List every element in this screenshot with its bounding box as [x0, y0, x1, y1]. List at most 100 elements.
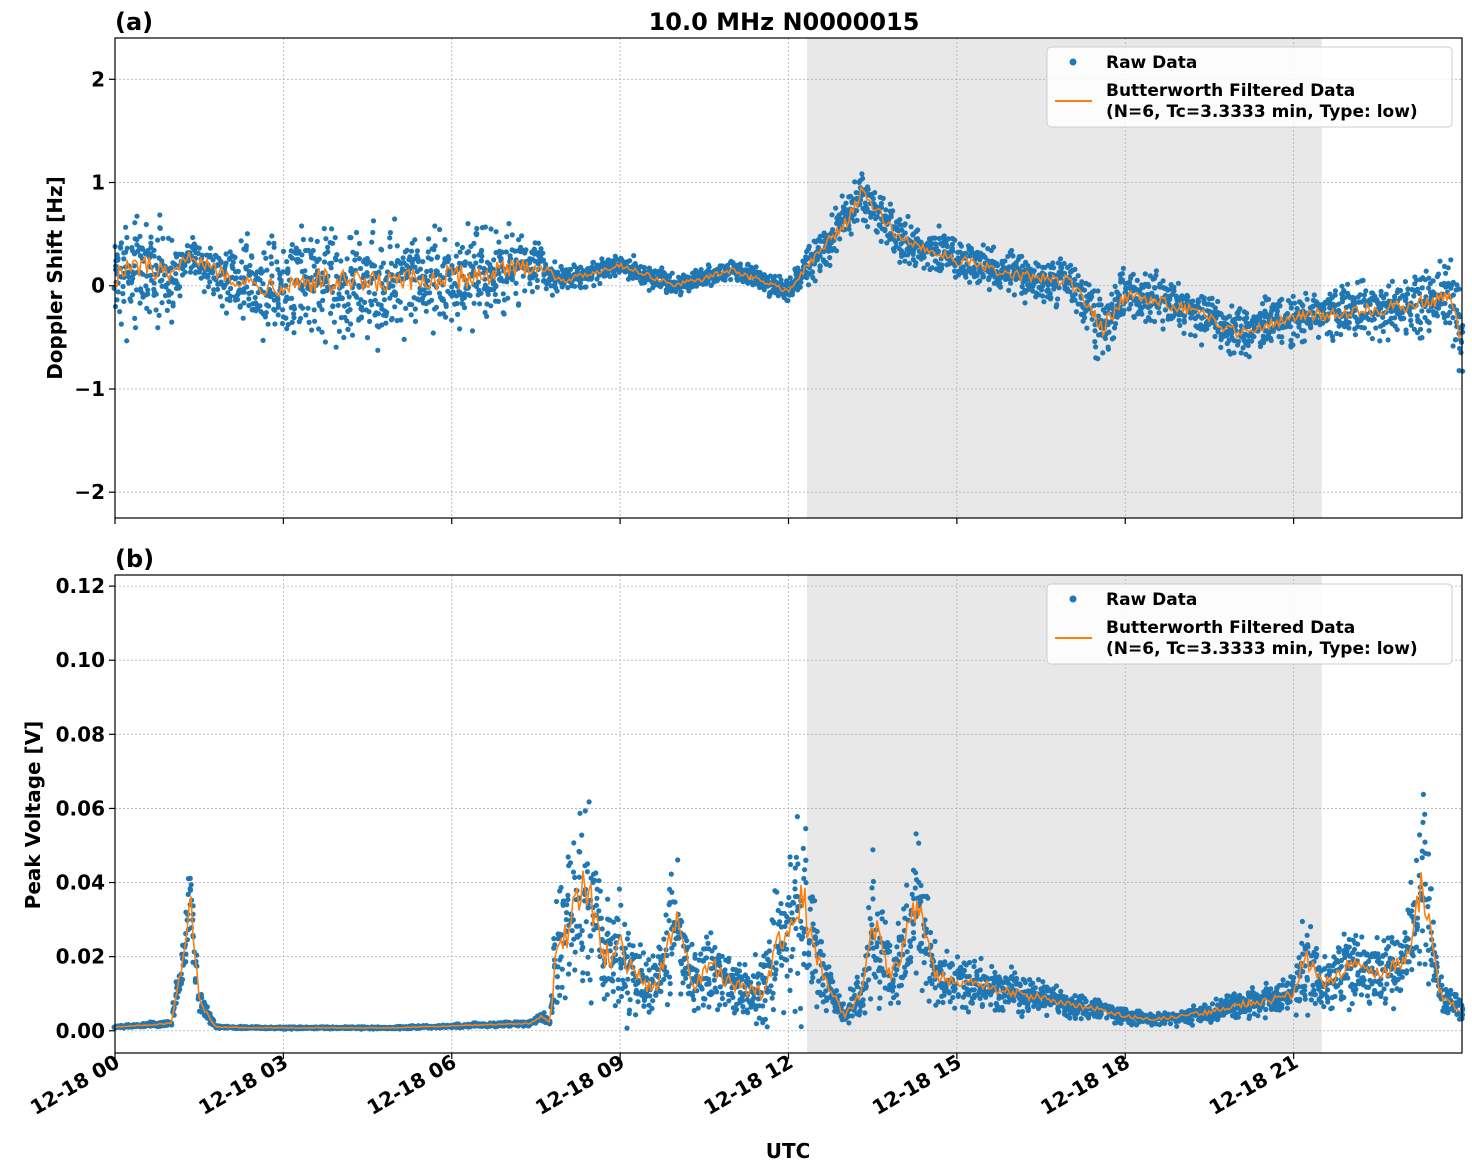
- raw-data-point: [1181, 313, 1188, 319]
- raw-data-point: [181, 262, 187, 268]
- raw-data-point: [1363, 288, 1369, 294]
- raw-data-point: [996, 276, 1002, 282]
- raw-data-point: [457, 249, 463, 255]
- raw-data-point: [114, 252, 120, 258]
- raw-data-point: [1011, 292, 1018, 298]
- raw-data-point: [615, 917, 621, 923]
- raw-data-point: [669, 270, 675, 276]
- raw-data-point: [379, 322, 385, 328]
- raw-data-point: [1050, 260, 1056, 266]
- raw-data-point: [195, 250, 201, 256]
- raw-data-point: [722, 1001, 728, 1008]
- raw-data-point: [915, 236, 921, 242]
- raw-data-point: [577, 283, 583, 289]
- raw-data-point: [177, 293, 183, 299]
- raw-data-point: [980, 271, 986, 278]
- raw-data-point: [1089, 316, 1095, 322]
- raw-data-point: [610, 988, 616, 995]
- raw-data-point: [434, 268, 440, 275]
- raw-data-point: [812, 278, 818, 284]
- raw-data-point: [716, 959, 722, 965]
- raw-data-point: [1177, 322, 1183, 328]
- raw-data-point: [381, 297, 387, 303]
- raw-data-point: [584, 861, 591, 867]
- raw-data-point: [618, 965, 624, 971]
- raw-data-point: [333, 344, 339, 350]
- raw-data-point: [1162, 292, 1169, 299]
- raw-data-point: [580, 970, 586, 976]
- raw-data-point: [717, 1002, 723, 1008]
- raw-data-point: [1010, 253, 1016, 259]
- raw-data-point: [921, 254, 927, 260]
- raw-data-point: [622, 983, 629, 990]
- raw-data-point: [1312, 298, 1319, 305]
- raw-data-point: [1380, 314, 1386, 320]
- raw-data-point: [320, 297, 326, 303]
- raw-data-point: [1397, 287, 1404, 294]
- raw-data-point: [905, 213, 911, 220]
- raw-data-point: [1020, 263, 1026, 269]
- raw-data-point: [1378, 288, 1384, 294]
- raw-data-point: [392, 292, 398, 298]
- raw-data-point: [319, 329, 325, 335]
- raw-data-point: [397, 260, 403, 266]
- raw-data-point: [676, 935, 682, 941]
- raw-data-point: [815, 245, 821, 251]
- raw-data-point: [1405, 291, 1411, 297]
- raw-data-point: [1181, 330, 1187, 336]
- raw-data-point: [937, 264, 943, 270]
- raw-data-point: [169, 237, 175, 243]
- raw-data-point: [1345, 281, 1351, 287]
- raw-data-point: [1419, 285, 1425, 291]
- raw-data-point: [667, 991, 673, 997]
- raw-data-point: [1369, 290, 1375, 296]
- raw-data-point: [232, 276, 238, 282]
- raw-data-point: [124, 245, 130, 251]
- raw-data-point: [479, 253, 485, 259]
- raw-data-point: [730, 260, 736, 266]
- raw-data-point: [398, 317, 404, 323]
- raw-data-point: [358, 315, 364, 321]
- raw-data-point: [388, 260, 394, 266]
- raw-data-point: [1002, 258, 1008, 264]
- raw-data-point: [641, 1003, 647, 1009]
- raw-data-point: [235, 268, 241, 274]
- raw-data-point: [1338, 331, 1344, 338]
- raw-data-point: [1067, 289, 1073, 295]
- raw-data-point: [310, 247, 316, 254]
- raw-data-point: [572, 949, 578, 955]
- raw-data-point: [298, 258, 304, 264]
- raw-data-point: [529, 289, 536, 295]
- raw-data-point: [605, 896, 611, 902]
- raw-data-point: [328, 265, 334, 271]
- raw-data-point: [372, 297, 378, 303]
- raw-data-point: [1195, 299, 1201, 306]
- raw-data-point: [579, 946, 585, 953]
- raw-data-point: [784, 297, 790, 303]
- raw-data-point: [630, 943, 636, 949]
- raw-data-point: [332, 235, 338, 241]
- raw-data-point: [372, 263, 378, 269]
- raw-data-point: [269, 233, 275, 239]
- raw-data-point: [1288, 337, 1294, 343]
- raw-data-point: [417, 290, 423, 296]
- raw-data-point: [1458, 350, 1464, 356]
- raw-data-point: [490, 266, 496, 272]
- raw-data-point: [229, 262, 235, 268]
- raw-data-point: [155, 237, 161, 243]
- raw-data-point: [409, 302, 415, 308]
- raw-data-point: [1105, 344, 1111, 350]
- raw-data-point: [711, 977, 717, 983]
- raw-data-point: [717, 984, 723, 990]
- raw-data-point: [708, 930, 714, 936]
- raw-data-point: [540, 250, 546, 256]
- raw-data-point: [412, 306, 418, 312]
- raw-data-point: [918, 239, 924, 245]
- raw-data-point: [1414, 313, 1420, 319]
- raw-data-point: [336, 328, 342, 334]
- raw-data-point: [1249, 338, 1255, 344]
- raw-data-point: [118, 321, 124, 327]
- raw-data-point: [217, 294, 223, 300]
- raw-data-point: [1257, 343, 1264, 350]
- raw-data-point: [1430, 278, 1436, 284]
